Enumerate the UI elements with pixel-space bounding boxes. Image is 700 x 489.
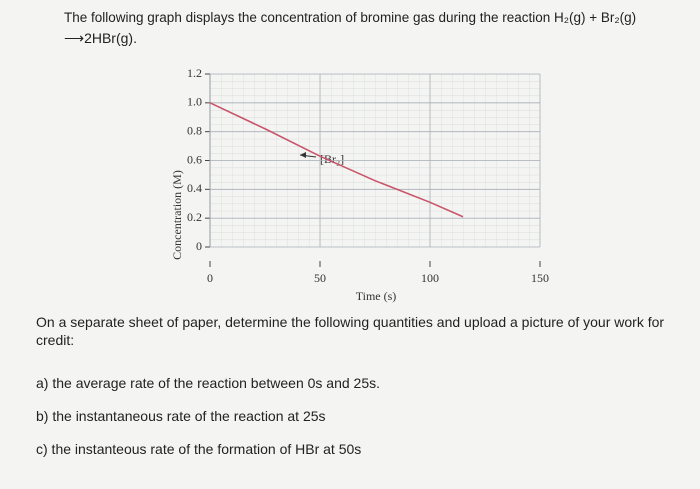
x-tick-label: 150 [531,271,549,285]
instruction-1: On a separate sheet of paper, determine … [36,314,665,348]
x-tick-label: 0 [207,271,213,285]
title: The following graph displays the concent… [64,10,637,25]
x-tick-label: 50 [314,271,326,285]
x-tick-label: 100 [421,271,439,285]
series-label: [Br₂] [320,152,344,166]
data-line [209,102,464,218]
y-tick-label: 1.0 [187,95,202,109]
y-axis-label: Concentration (M) [170,170,184,260]
y-tick-label: 0.6 [187,152,202,166]
arrowhead [300,152,306,158]
question: b) the instantaneous rate of the reactio… [36,408,326,424]
y-tick-label: 1.2 [187,66,202,80]
x-axis-label: Time (s) [356,289,397,303]
question: c) the instanteous rate of the formation… [36,441,362,457]
y-tick-label: 0 [196,239,202,253]
y-tick-label: 0.4 [187,181,202,195]
question: a) the average rate of the reaction betw… [36,375,381,391]
title-cont: ⟶2HBr(g). [64,30,137,46]
y-tick-label: 0.2 [187,210,202,224]
y-tick-label: 0.8 [187,123,202,137]
chart: [Br₂] Concentration (M) Time (s) 0 0.2 0.4… [170,66,549,303]
